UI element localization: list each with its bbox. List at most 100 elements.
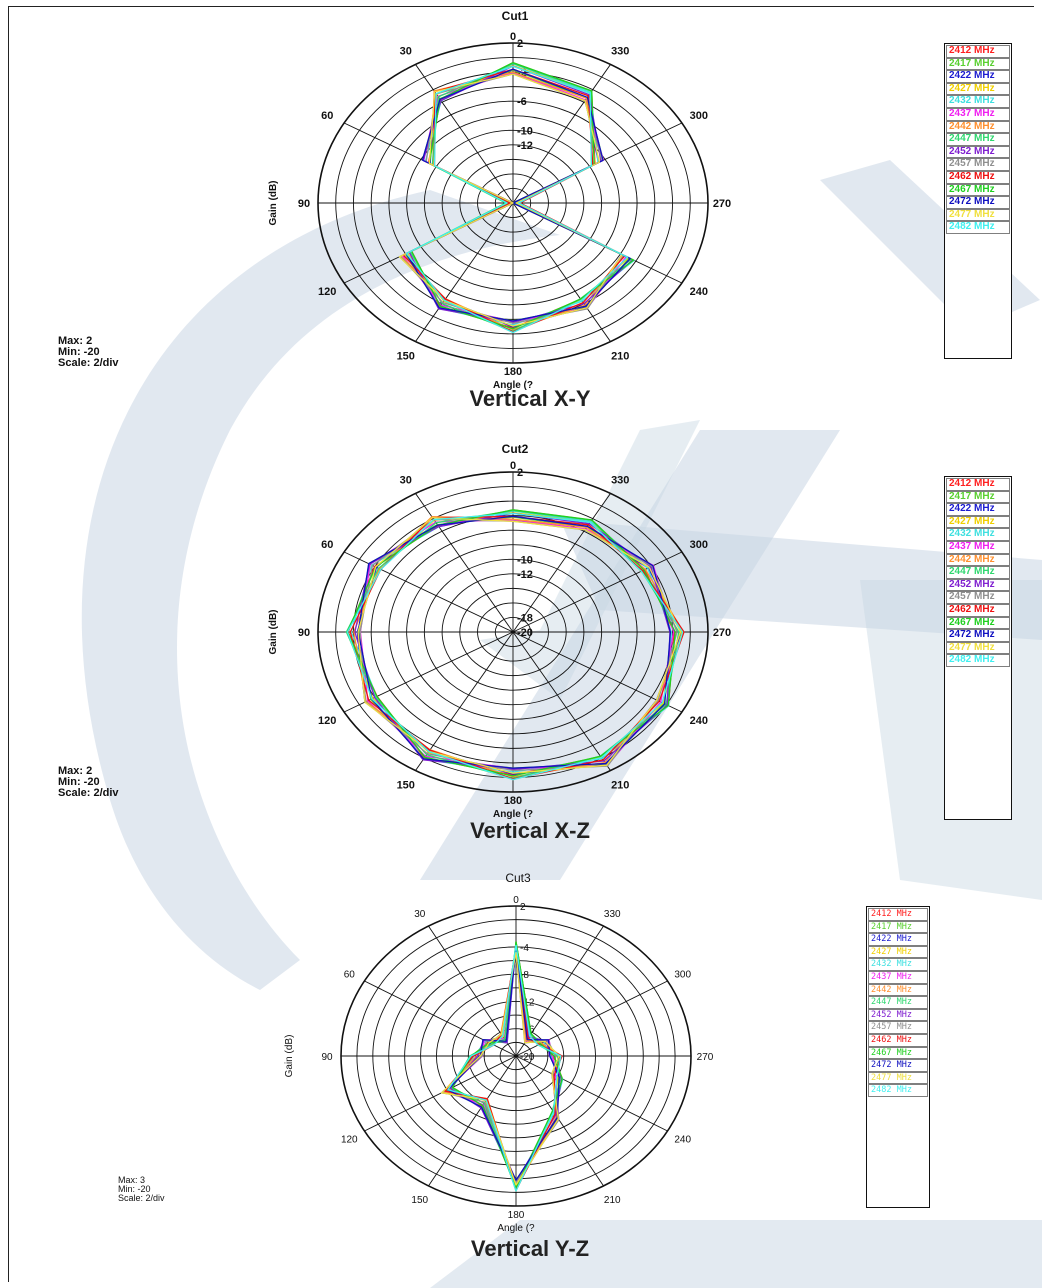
legend-entry: 2417 MHz [946,490,1010,504]
legend-entry: 2457 MHz [946,591,1010,604]
series-line [357,516,682,774]
radial-tick-label: -10 [517,125,533,137]
legend-entry: 2482 MHz [946,221,1010,234]
angle-label: 300 [690,110,708,122]
stat-min: Min: -20 [58,346,100,358]
grid-spoke [415,631,514,771]
radial-tick-label: -12 [517,140,533,152]
legend-entry: 2437 MHz [946,540,1010,554]
grid-spoke [515,1055,604,1187]
caption-cut2: Vertical X-Z [470,818,590,843]
radial-tick-label: -4 [520,943,529,954]
polar-chart-cut2: Cut2 0 30 60 90 120 150 180 210 240 270 300 330 2 -10 -… [268,442,731,820]
legend-cut2: 2412 MHz 2417 MHz 2422 MHz 2427 MHz 2432 MHz… [944,476,1012,820]
angle-label: 120 [341,1135,358,1146]
legend-entry: 2472 MHz [868,1059,928,1072]
chart-title: Cut1 [502,9,529,23]
legend-entry: 2442 MHz [946,553,1010,567]
radial-tick-label: 2 [517,467,523,479]
grid-spoke [512,631,611,771]
legend-entry: 2452 MHz [868,1008,928,1022]
legend-entry: 2477 MHz [946,641,1010,655]
series-line [354,512,671,771]
legend-entry: 2457 MHz [946,158,1010,171]
grid-spoke [343,631,514,713]
radial-tick-label: 2 [517,38,523,50]
y-axis-label: Gain (dB) [268,181,279,226]
angle-label: 240 [690,286,708,298]
grid-spoke [512,631,683,713]
angle-label: 60 [321,110,333,122]
polar-grid [340,905,692,1207]
series-group [398,61,635,334]
legend-entry: 2447 MHz [868,996,928,1009]
series-line [405,68,631,322]
chart-cut2: Cut2 0 30 60 90 120 150 180 210 240 270 300 330 2 -10 -… [0,430,1042,870]
legend-entry: 2482 MHz [868,1084,928,1097]
legend-entry: 2467 MHz [946,616,1010,630]
angle-label: 270 [713,198,731,210]
angle-label: 270 [713,627,731,639]
legend-entry: 2467 MHz [946,183,1010,197]
radial-tick-label: 2 [520,902,526,913]
angle-label: 240 [690,715,708,727]
caption-cut1: Vertical X-Y [469,386,591,411]
radial-tick-label: -18 [517,612,533,624]
legend-entry: 2432 MHz [946,528,1010,541]
grid-spoke [364,1055,517,1132]
chart-title: Cut2 [502,442,529,456]
stat-min: Min: -20 [118,1184,151,1194]
radial-tick-label: -6 [517,96,527,108]
angle-label: 180 [504,795,522,807]
legend-entry: 2477 MHz [946,208,1010,222]
series-line [398,73,623,327]
angle-label: 90 [298,627,310,639]
legend-entry: 2427 MHz [946,82,1010,96]
angle-label: 120 [318,286,336,298]
legend-entry: 2417 MHz [868,920,928,934]
stat-min: Min: -20 [58,776,100,788]
x-axis-label: Angle (? [493,809,533,820]
grid-spoke [512,493,611,633]
stat-max: Max: 2 [58,765,93,777]
radial-tick-label: -20 [520,1052,535,1063]
series-group [440,941,564,1192]
legend-entry: 2447 MHz [946,133,1010,146]
legend-entry: 2422 MHz [946,70,1010,83]
polar-chart-cut1: Cut103060901201501802102402703003302-2-6… [268,9,731,391]
angle-label: 150 [397,350,415,362]
stat-max: Max: 3 [118,1175,146,1185]
radial-tick-label: -12 [520,997,535,1008]
legend-entry: 2452 MHz [946,578,1010,592]
grid-spoke [415,202,514,342]
angle-label: 0 [513,895,519,906]
series-line [447,944,562,1192]
series-group [345,509,685,781]
angle-label: 30 [400,46,412,58]
legend-cut1: 2412 MHz 2417 MHz 2422 MHz 2427 MHz 2432 MHz… [944,43,1012,359]
legend-entry: 2412 MHz [946,45,1010,58]
angle-label: 60 [321,539,333,551]
grid-spoke [512,64,611,204]
series-line [350,510,672,773]
angle-label: 90 [298,198,310,210]
legend-entry: 2472 MHz [946,196,1010,209]
angle-label: 150 [411,1195,428,1206]
stat-max: Max: 2 [58,335,93,347]
angle-label: 180 [504,366,522,378]
legend-entry: 2452 MHz [946,145,1010,159]
page-frame [8,6,1034,1282]
legend-entry: 2437 MHz [868,970,928,984]
legend-entry: 2422 MHz [946,503,1010,516]
angle-label: 270 [697,1052,714,1063]
legend-entry: 2472 MHz [946,629,1010,642]
legend-entry: 2457 MHz [868,1021,928,1034]
watermark-text-band [430,1220,1042,1288]
radial-tick-label: -20 [517,627,533,639]
legend-entry: 2427 MHz [946,515,1010,529]
angle-label: 240 [674,1135,691,1146]
legend-entry: 2437 MHz [946,107,1010,121]
radial-tick-label: -8 [520,970,529,981]
angle-label: 330 [611,46,629,58]
series-line [447,947,560,1181]
